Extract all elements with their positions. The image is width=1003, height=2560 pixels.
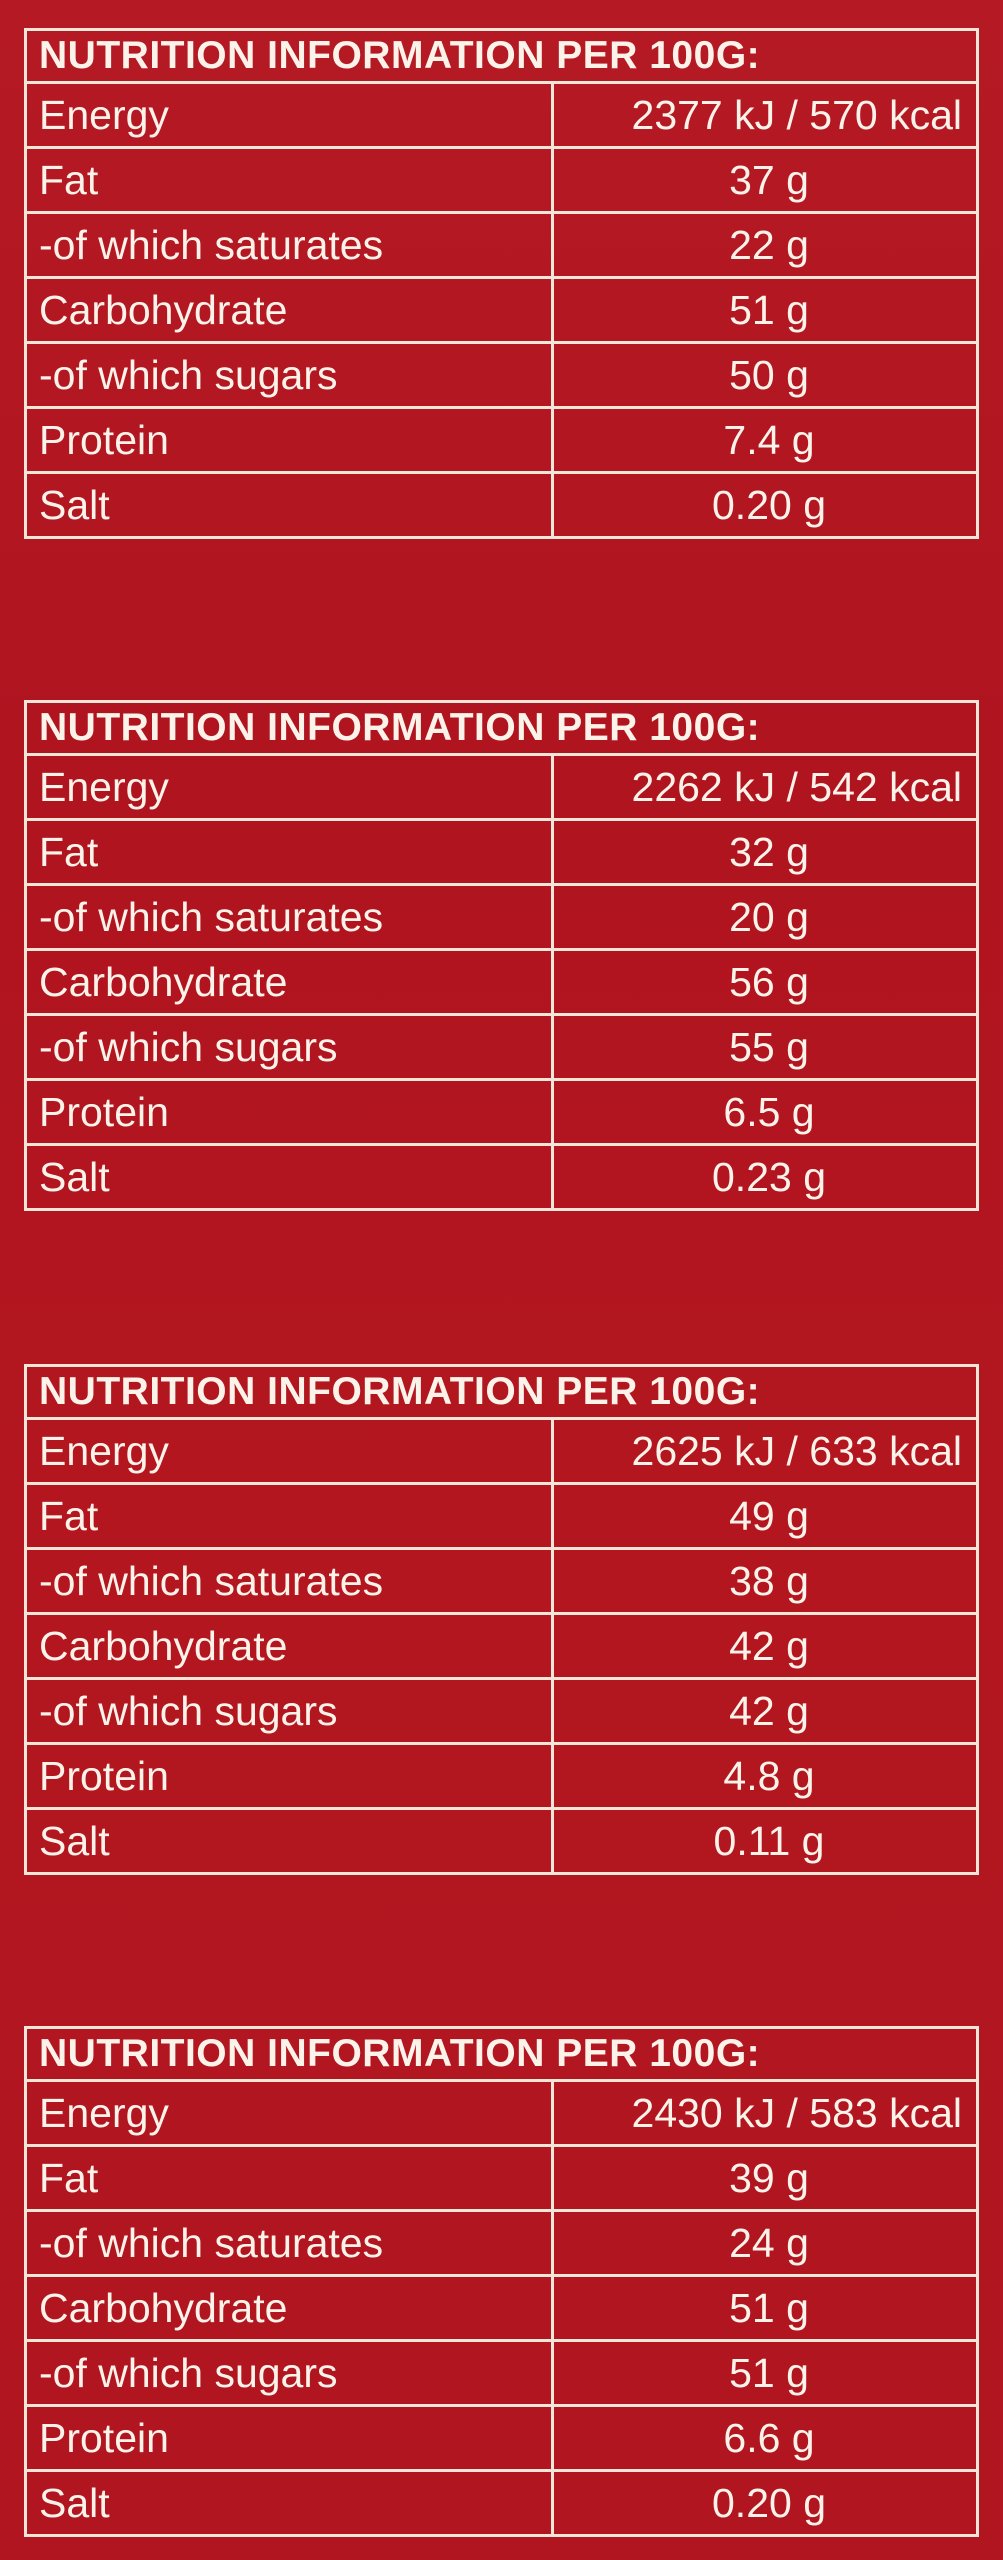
- row-value: 51 g: [552, 2340, 976, 2407]
- row-value: 0.20 g: [712, 2479, 826, 2526]
- table-row: -of which saturates 22 g: [27, 212, 976, 279]
- row-label: -of which sugars: [27, 1014, 554, 1081]
- panel-header: NUTRITION INFORMATION PER 100G:: [27, 2029, 976, 2082]
- nutrition-panel-4: NUTRITION INFORMATION PER 100G: Energy 24…: [24, 2026, 979, 2537]
- nutrition-table: Energy 2430 kJ / 583 kcal Fat 39 g -of whi…: [27, 2082, 976, 2534]
- row-value: 42 g: [552, 1613, 976, 1680]
- table-row: Energy 2430 kJ / 583 kcal: [27, 2082, 976, 2147]
- row-value: 2262 kJ / 542 kcal: [552, 756, 976, 821]
- table-row: -of which sugars 51 g: [27, 2340, 976, 2407]
- row-value: 22 g: [552, 212, 976, 279]
- row-value: 56 g: [552, 949, 976, 1016]
- nutrition-panel-1: NUTRITION INFORMATION PER 100G: Energy 23…: [24, 28, 979, 539]
- table-row: Fat 49 g: [27, 1483, 976, 1550]
- table-row: Protein 7.4 g: [27, 407, 976, 474]
- row-label: Salt: [27, 472, 554, 536]
- row-value: 2430 kJ / 583 kcal: [552, 2082, 976, 2147]
- row-value: 42 g: [552, 1678, 976, 1745]
- row-value: 38 g: [552, 1548, 976, 1615]
- table-row: -of which sugars 55 g: [27, 1014, 976, 1081]
- table-row: Salt 0.20 g: [27, 2470, 976, 2534]
- row-label: Fat: [27, 1483, 554, 1550]
- row-value: 0.23 g: [712, 1153, 826, 1200]
- row-value: 20 g: [552, 884, 976, 951]
- panel-header: NUTRITION INFORMATION PER 100G:: [27, 31, 976, 84]
- row-label: -of which sugars: [27, 342, 554, 409]
- row-label: Carbohydrate: [27, 1613, 554, 1680]
- table-row: -of which sugars 50 g: [27, 342, 976, 409]
- row-label: Carbohydrate: [27, 277, 554, 344]
- nutrition-table: Energy 2262 kJ / 542 kcal Fat 32 g -of whi…: [27, 756, 976, 1208]
- row-label: Fat: [27, 819, 554, 886]
- table-row: -of which saturates 20 g: [27, 884, 976, 951]
- row-value: 6.6 g: [552, 2405, 976, 2472]
- row-label: Fat: [27, 147, 554, 214]
- table-row: Fat 37 g: [27, 147, 976, 214]
- row-value: 49 g: [552, 1483, 976, 1550]
- table-row: Protein 6.5 g: [27, 1079, 976, 1146]
- table-row: Protein 6.6 g: [27, 2405, 976, 2472]
- row-value: 24 g: [552, 2210, 976, 2277]
- table-row: -of which saturates 24 g: [27, 2210, 976, 2277]
- table-row: Salt 0.23 g: [27, 1144, 976, 1208]
- row-value: 37 g: [552, 147, 976, 214]
- row-label: Protein: [27, 2405, 554, 2472]
- table-row: Fat 32 g: [27, 819, 976, 886]
- row-value: 50 g: [552, 342, 976, 409]
- row-label: -of which saturates: [27, 1548, 554, 1615]
- row-value: 0.11 g: [713, 1817, 825, 1864]
- row-label: Protein: [27, 1079, 554, 1146]
- row-value: 6.5 g: [552, 1079, 976, 1146]
- row-value: 51 g: [552, 277, 976, 344]
- row-value: 51 g: [552, 2275, 976, 2342]
- table-row: Protein 4.8 g: [27, 1743, 976, 1810]
- row-label: Energy: [27, 2082, 554, 2147]
- row-label: Energy: [27, 84, 554, 149]
- table-row: Fat 39 g: [27, 2145, 976, 2212]
- table-row: Carbohydrate 51 g: [27, 2275, 976, 2342]
- table-row: Energy 2377 kJ / 570 kcal: [27, 84, 976, 149]
- panel-header: NUTRITION INFORMATION PER 100G:: [27, 703, 976, 756]
- row-label: Carbohydrate: [27, 949, 554, 1016]
- row-value: 55 g: [552, 1014, 976, 1081]
- row-value: 0.20 g: [712, 481, 826, 528]
- table-row: Carbohydrate 51 g: [27, 277, 976, 344]
- row-value: 32 g: [552, 819, 976, 886]
- row-value: 7.4 g: [552, 407, 976, 474]
- row-label: Energy: [27, 1420, 554, 1485]
- table-row: -of which sugars 42 g: [27, 1678, 976, 1745]
- nutrition-table: Energy 2625 kJ / 633 kcal Fat 49 g -of whi…: [27, 1420, 976, 1872]
- row-value: 39 g: [552, 2145, 976, 2212]
- nutrition-table: Energy 2377 kJ / 570 kcal Fat 37 g -of whi…: [27, 84, 976, 536]
- row-label: -of which saturates: [27, 884, 554, 951]
- table-row: Carbohydrate 56 g: [27, 949, 976, 1016]
- row-label: -of which sugars: [27, 1678, 554, 1745]
- panel-header: NUTRITION INFORMATION PER 100G:: [27, 1367, 976, 1420]
- row-label: Salt: [27, 2470, 554, 2534]
- row-label: Salt: [27, 1144, 554, 1208]
- row-label: Salt: [27, 1808, 554, 1872]
- row-value: 2625 kJ / 633 kcal: [552, 1420, 976, 1485]
- row-value: 2377 kJ / 570 kcal: [552, 84, 976, 149]
- table-row: Energy 2625 kJ / 633 kcal: [27, 1420, 976, 1485]
- row-label: Protein: [27, 1743, 554, 1810]
- table-row: Carbohydrate 42 g: [27, 1613, 976, 1680]
- row-label: -of which sugars: [27, 2340, 554, 2407]
- row-label: -of which saturates: [27, 2210, 554, 2277]
- table-row: Salt 0.11 g: [27, 1808, 976, 1872]
- row-value: 4.8 g: [552, 1743, 976, 1810]
- row-label: Carbohydrate: [27, 2275, 554, 2342]
- table-row: Salt 0.20 g: [27, 472, 976, 536]
- table-row: Energy 2262 kJ / 542 kcal: [27, 756, 976, 821]
- nutrition-panel-2: NUTRITION INFORMATION PER 100G: Energy 22…: [24, 700, 979, 1211]
- row-label: Protein: [27, 407, 554, 474]
- row-label: -of which saturates: [27, 212, 554, 279]
- row-label: Energy: [27, 756, 554, 821]
- row-label: Fat: [27, 2145, 554, 2212]
- table-row: -of which saturates 38 g: [27, 1548, 976, 1615]
- nutrition-panel-3: NUTRITION INFORMATION PER 100G: Energy 26…: [24, 1364, 979, 1875]
